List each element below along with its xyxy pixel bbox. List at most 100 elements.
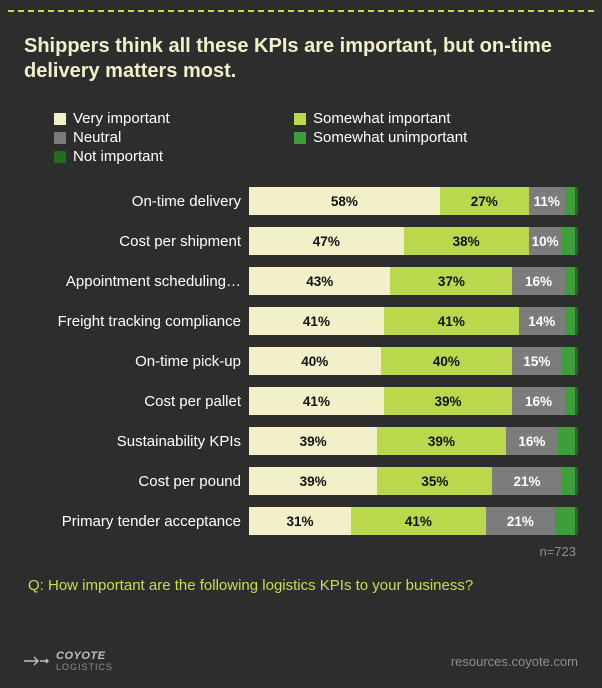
bar-segment — [565, 187, 575, 215]
row-label: Appointment scheduling… — [24, 273, 249, 290]
footer: COYOTE LOGISTICS resources.coyote.com — [24, 650, 578, 672]
legend-label: Not important — [73, 148, 163, 165]
legend-item: Neutral — [54, 129, 294, 146]
bar-segment: 21% — [486, 507, 555, 535]
row-label: Cost per pound — [24, 473, 249, 490]
bar-segment: 41% — [249, 307, 384, 335]
bar-segment: 15% — [512, 347, 561, 375]
bar-segment: 43% — [249, 267, 390, 295]
row-label: On-time delivery — [24, 193, 249, 210]
bar-segment: 41% — [351, 507, 486, 535]
chart-row: Cost per pallet41%39%16% — [24, 381, 578, 421]
resources-url: resources.coyote.com — [451, 654, 578, 669]
legend-label: Very important — [73, 110, 170, 127]
bar-segment: 10% — [529, 227, 562, 255]
legend: Very important Somewhat important Neutral S… — [24, 110, 578, 165]
stacked-bar: 39%39%16% — [249, 427, 578, 455]
bar-segment — [562, 227, 575, 255]
bar-segment: 16% — [512, 267, 565, 295]
bar-segment: 38% — [404, 227, 529, 255]
bar-segment — [575, 227, 578, 255]
bar-segment — [555, 507, 575, 535]
bar-segment: 35% — [377, 467, 492, 495]
survey-question: Q: How important are the following logis… — [24, 577, 578, 594]
bar-segment: 58% — [249, 187, 440, 215]
bar-segment — [575, 187, 578, 215]
row-label: Cost per pallet — [24, 393, 249, 410]
legend-swatch — [54, 151, 66, 163]
bar-segment — [565, 267, 575, 295]
stacked-bar: 41%41%14% — [249, 307, 578, 335]
legend-item: Somewhat unimportant — [294, 129, 534, 146]
bar-segment: 47% — [249, 227, 404, 255]
chart-row: Sustainability KPIs39%39%16% — [24, 421, 578, 461]
bar-segment — [575, 307, 578, 335]
chart-row: Primary tender acceptance31%41%21% — [24, 501, 578, 541]
legend-item: Not important — [54, 148, 294, 165]
sample-size-note: n=723 — [24, 544, 578, 559]
bar-segment — [558, 427, 574, 455]
stacked-bar: 47%38%10% — [249, 227, 578, 255]
legend-swatch — [294, 132, 306, 144]
bar-segment: 21% — [492, 467, 561, 495]
bar-segment: 16% — [512, 387, 565, 415]
legend-swatch — [54, 132, 66, 144]
legend-swatch — [294, 113, 306, 125]
legend-label: Somewhat important — [313, 110, 451, 127]
bar-segment: 31% — [249, 507, 351, 535]
top-dashed-divider — [8, 10, 594, 12]
bar-segment: 40% — [249, 347, 381, 375]
legend-label: Somewhat unimportant — [313, 129, 467, 146]
legend-label: Neutral — [73, 129, 121, 146]
stacked-bar: 40%40%15% — [249, 347, 578, 375]
legend-swatch — [54, 113, 66, 125]
bar-segment — [575, 267, 578, 295]
stacked-bar: 31%41%21% — [249, 507, 578, 535]
bar-segment — [565, 307, 575, 335]
brand-logo: COYOTE LOGISTICS — [24, 650, 113, 672]
bar-segment: 37% — [390, 267, 512, 295]
bar-segment: 39% — [249, 467, 377, 495]
chart-row: On-time delivery58%27%11% — [24, 181, 578, 221]
bar-segment — [565, 387, 575, 415]
row-label: On-time pick-up — [24, 353, 249, 370]
bar-segment — [575, 507, 578, 535]
row-label: Primary tender acceptance — [24, 513, 249, 530]
chart-row: Freight tracking compliance41%41%14% — [24, 301, 578, 341]
bar-segment: 11% — [529, 187, 565, 215]
row-label: Sustainability KPIs — [24, 433, 249, 450]
infographic-frame: Shippers think all these KPIs are import… — [0, 0, 602, 688]
stacked-bar-chart: On-time delivery58%27%11%Cost per shipme… — [24, 181, 578, 541]
legend-item: Somewhat important — [294, 110, 534, 127]
bar-segment — [575, 467, 578, 495]
bar-segment: 14% — [519, 307, 565, 335]
bar-segment: 39% — [249, 427, 377, 455]
brand-sub: LOGISTICS — [56, 662, 113, 672]
row-label: Cost per shipment — [24, 233, 249, 250]
brand-name: COYOTE — [56, 650, 105, 662]
bar-segment: 41% — [384, 307, 519, 335]
chart-title: Shippers think all these KPIs are import… — [24, 0, 578, 84]
coyote-arrow-icon — [24, 654, 50, 668]
bar-segment: 39% — [377, 427, 505, 455]
bar-segment — [562, 467, 575, 495]
bar-segment: 40% — [381, 347, 513, 375]
chart-row: On-time pick-up40%40%15% — [24, 341, 578, 381]
stacked-bar: 39%35%21% — [249, 467, 578, 495]
row-label: Freight tracking compliance — [24, 313, 249, 330]
bar-segment: 27% — [440, 187, 529, 215]
bar-segment — [575, 427, 578, 455]
stacked-bar: 43%37%16% — [249, 267, 578, 295]
bar-segment: 16% — [506, 427, 559, 455]
chart-row: Appointment scheduling…43%37%16% — [24, 261, 578, 301]
bar-segment — [575, 387, 578, 415]
bar-segment: 39% — [384, 387, 512, 415]
chart-row: Cost per pound39%35%21% — [24, 461, 578, 501]
stacked-bar: 58%27%11% — [249, 187, 578, 215]
bar-segment — [562, 347, 575, 375]
legend-item: Very important — [54, 110, 294, 127]
bar-segment — [575, 347, 578, 375]
chart-row: Cost per shipment47%38%10% — [24, 221, 578, 261]
bar-segment: 41% — [249, 387, 384, 415]
stacked-bar: 41%39%16% — [249, 387, 578, 415]
